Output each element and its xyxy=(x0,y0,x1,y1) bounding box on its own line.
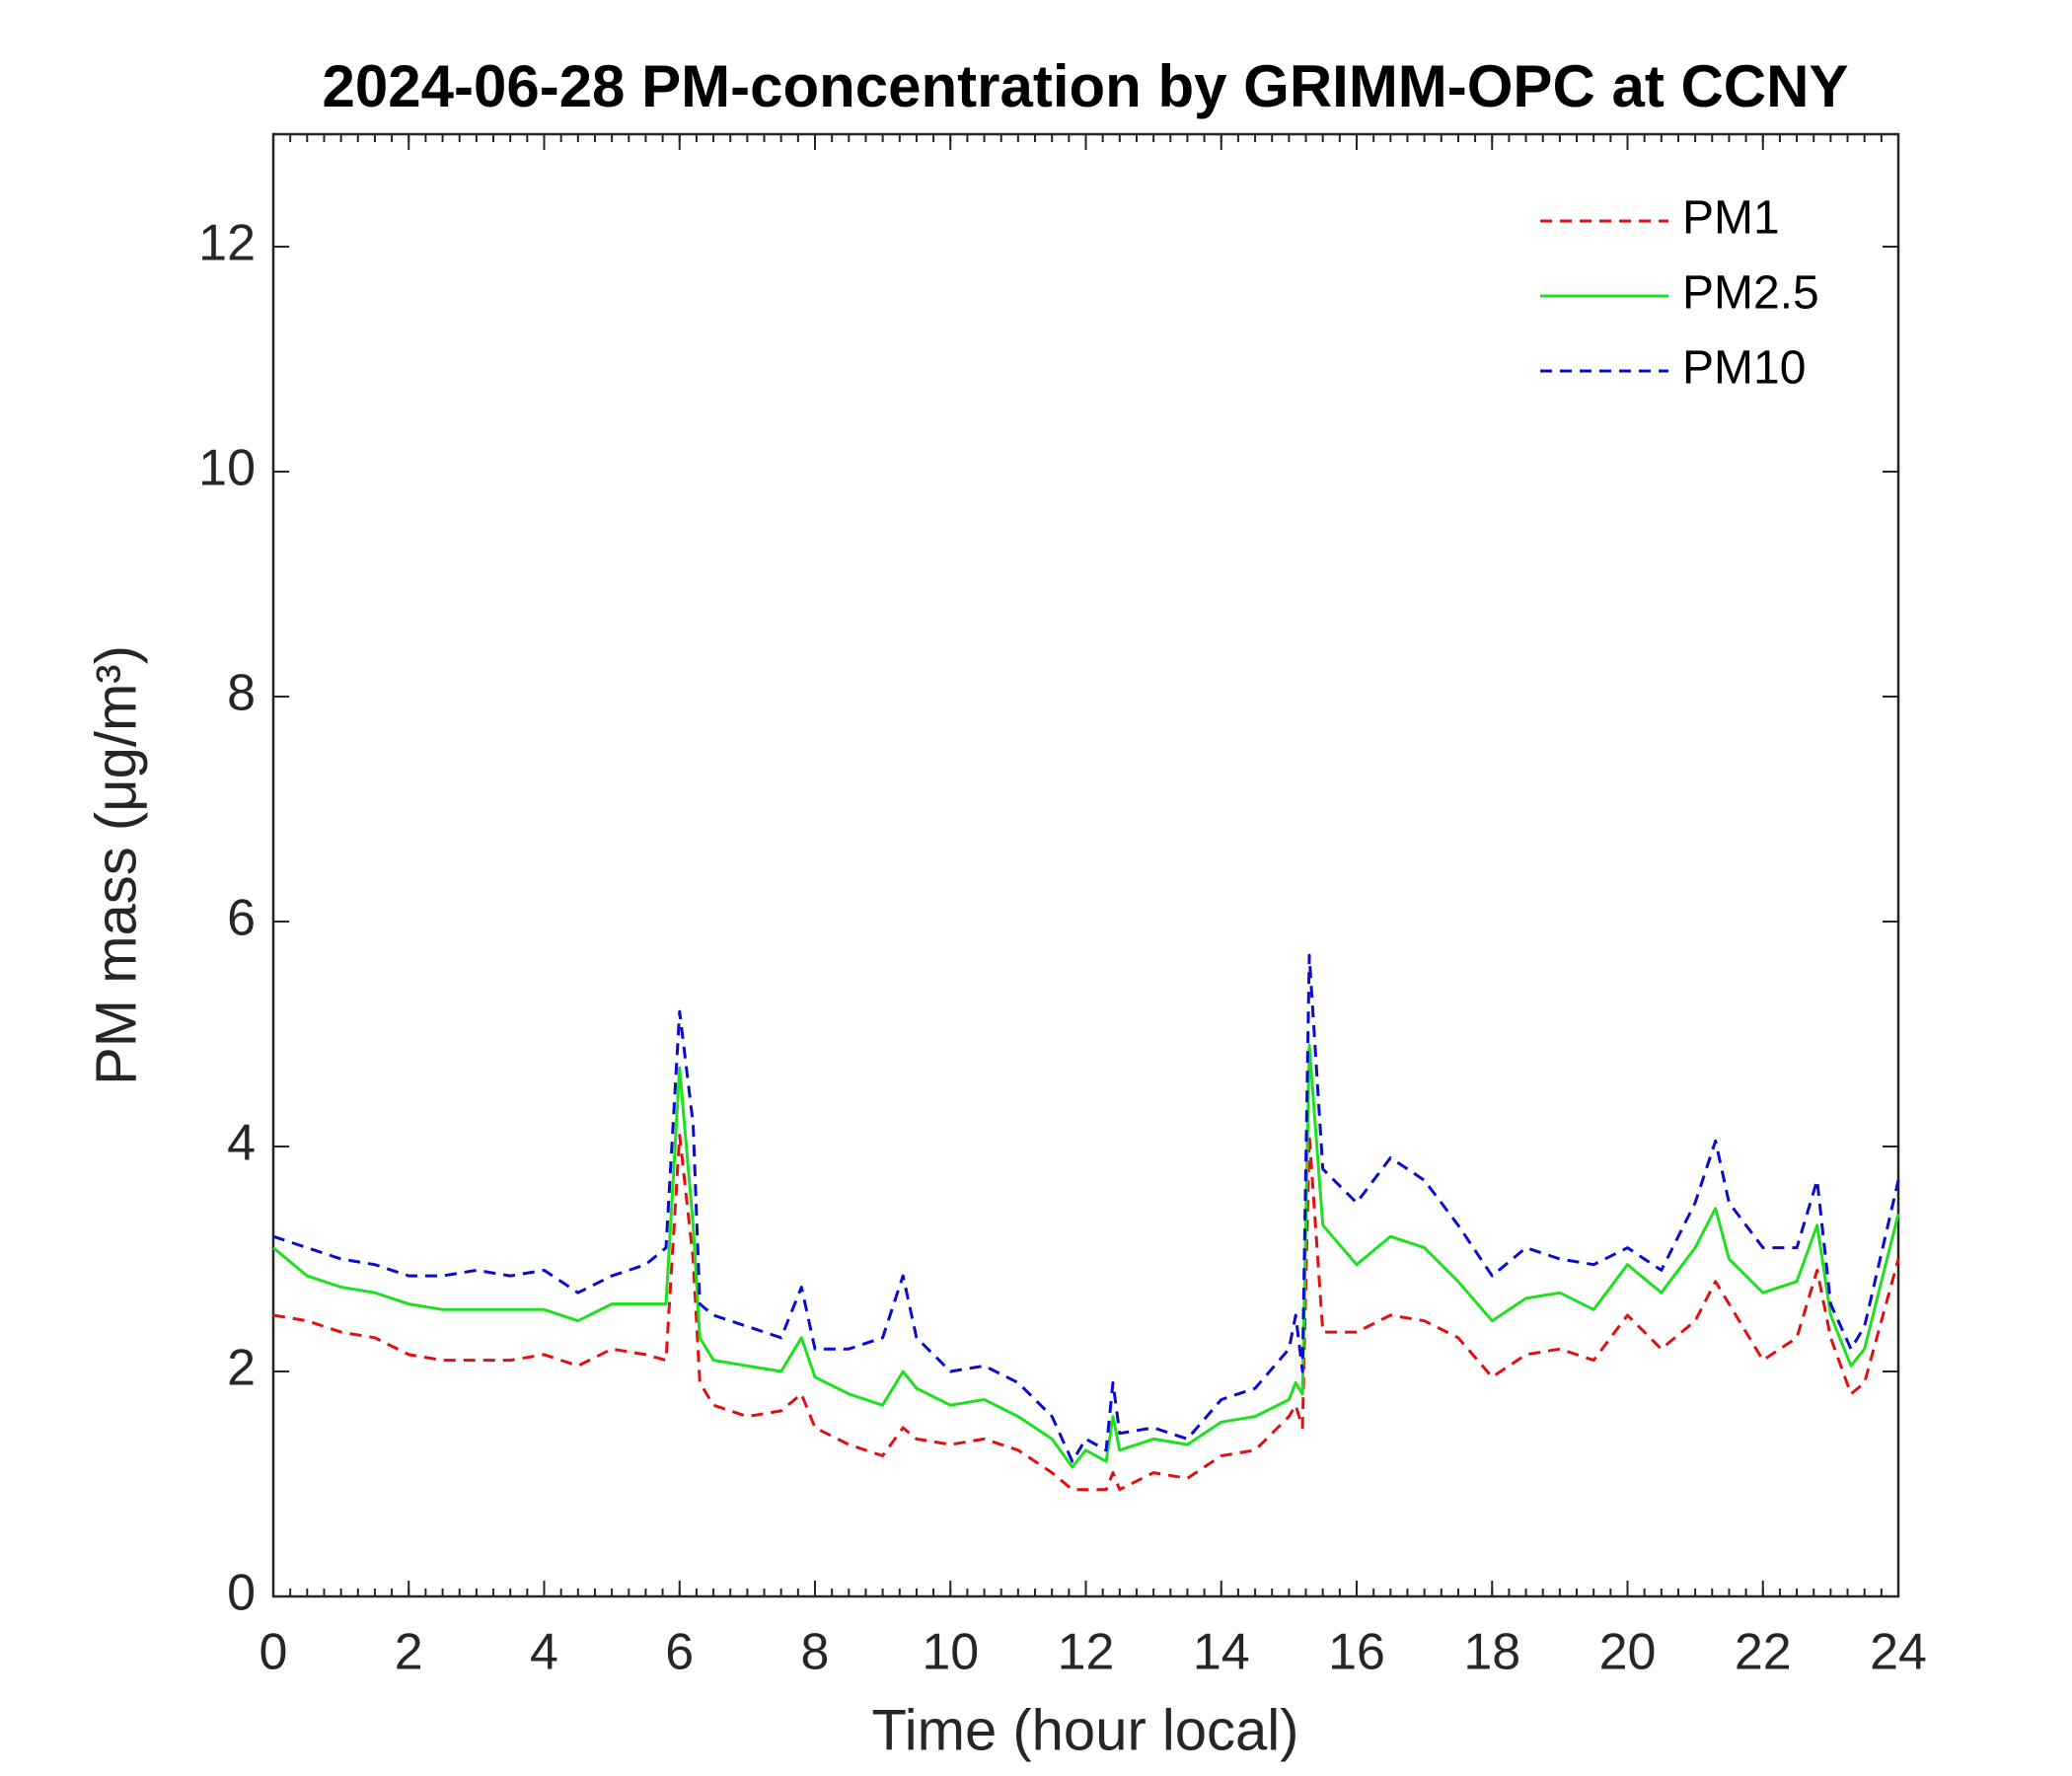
legend-label: PM10 xyxy=(1682,342,1806,395)
x-tick-label: 16 xyxy=(1328,1624,1385,1681)
x-tick-label: 0 xyxy=(259,1624,288,1681)
plot-frame xyxy=(271,132,1900,1598)
x-tick-label: 22 xyxy=(1735,1624,1792,1681)
x-tick-label: 14 xyxy=(1193,1624,1250,1681)
y-axis-label: PM mass (μg/m³) xyxy=(84,645,148,1085)
legend-label: PM2.5 xyxy=(1682,267,1819,320)
data-line xyxy=(272,1043,1900,1469)
legend-label: PM1 xyxy=(1682,192,1780,245)
y-tick-label: 10 xyxy=(198,440,256,497)
chart-title: 2024-06-28 PM-concentration by GRIMM-OPC… xyxy=(323,53,1849,119)
data-line xyxy=(272,953,1900,1463)
y-tick-label: 12 xyxy=(198,215,256,272)
x-tick-label: 12 xyxy=(1058,1624,1115,1681)
x-tick-label: 6 xyxy=(665,1624,694,1681)
x-tick-label: 24 xyxy=(1870,1624,1927,1681)
legend: PM1 PM2.5 PM10 xyxy=(1540,192,1819,395)
x-axis-label: Time (hour local) xyxy=(872,1698,1299,1762)
y-tick-label: 0 xyxy=(227,1565,256,1622)
x-tick-label: 2 xyxy=(395,1624,423,1681)
x-tick-label: 20 xyxy=(1599,1624,1657,1681)
x-tick-label: 4 xyxy=(530,1624,558,1681)
x-tick-label: 10 xyxy=(922,1624,979,1681)
y-tick-label: 2 xyxy=(227,1340,256,1397)
data-line xyxy=(272,1134,1900,1492)
x-tick-label: 18 xyxy=(1463,1624,1520,1681)
y-tick-label: 4 xyxy=(227,1115,256,1172)
y-tick-label: 6 xyxy=(227,890,256,947)
x-tick-label: 8 xyxy=(801,1624,830,1681)
y-tick-label: 8 xyxy=(227,665,256,722)
